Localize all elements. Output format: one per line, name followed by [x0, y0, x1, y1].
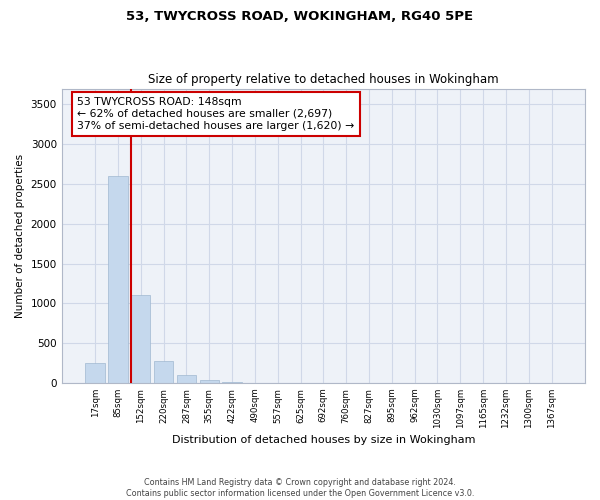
- Title: Size of property relative to detached houses in Wokingham: Size of property relative to detached ho…: [148, 73, 499, 86]
- Y-axis label: Number of detached properties: Number of detached properties: [15, 154, 25, 318]
- Bar: [108, 176, 128, 383]
- X-axis label: Distribution of detached houses by size in Wokingham: Distribution of detached houses by size …: [172, 435, 475, 445]
- Bar: [131, 296, 151, 383]
- Text: 53, TWYCROSS ROAD, WOKINGHAM, RG40 5PE: 53, TWYCROSS ROAD, WOKINGHAM, RG40 5PE: [127, 10, 473, 23]
- Bar: [85, 363, 105, 383]
- Text: 53 TWYCROSS ROAD: 148sqm
← 62% of detached houses are smaller (2,697)
37% of sem: 53 TWYCROSS ROAD: 148sqm ← 62% of detach…: [77, 98, 355, 130]
- Bar: [177, 376, 196, 383]
- Bar: [200, 380, 219, 383]
- Bar: [154, 362, 173, 383]
- Text: Contains HM Land Registry data © Crown copyright and database right 2024.
Contai: Contains HM Land Registry data © Crown c…: [126, 478, 474, 498]
